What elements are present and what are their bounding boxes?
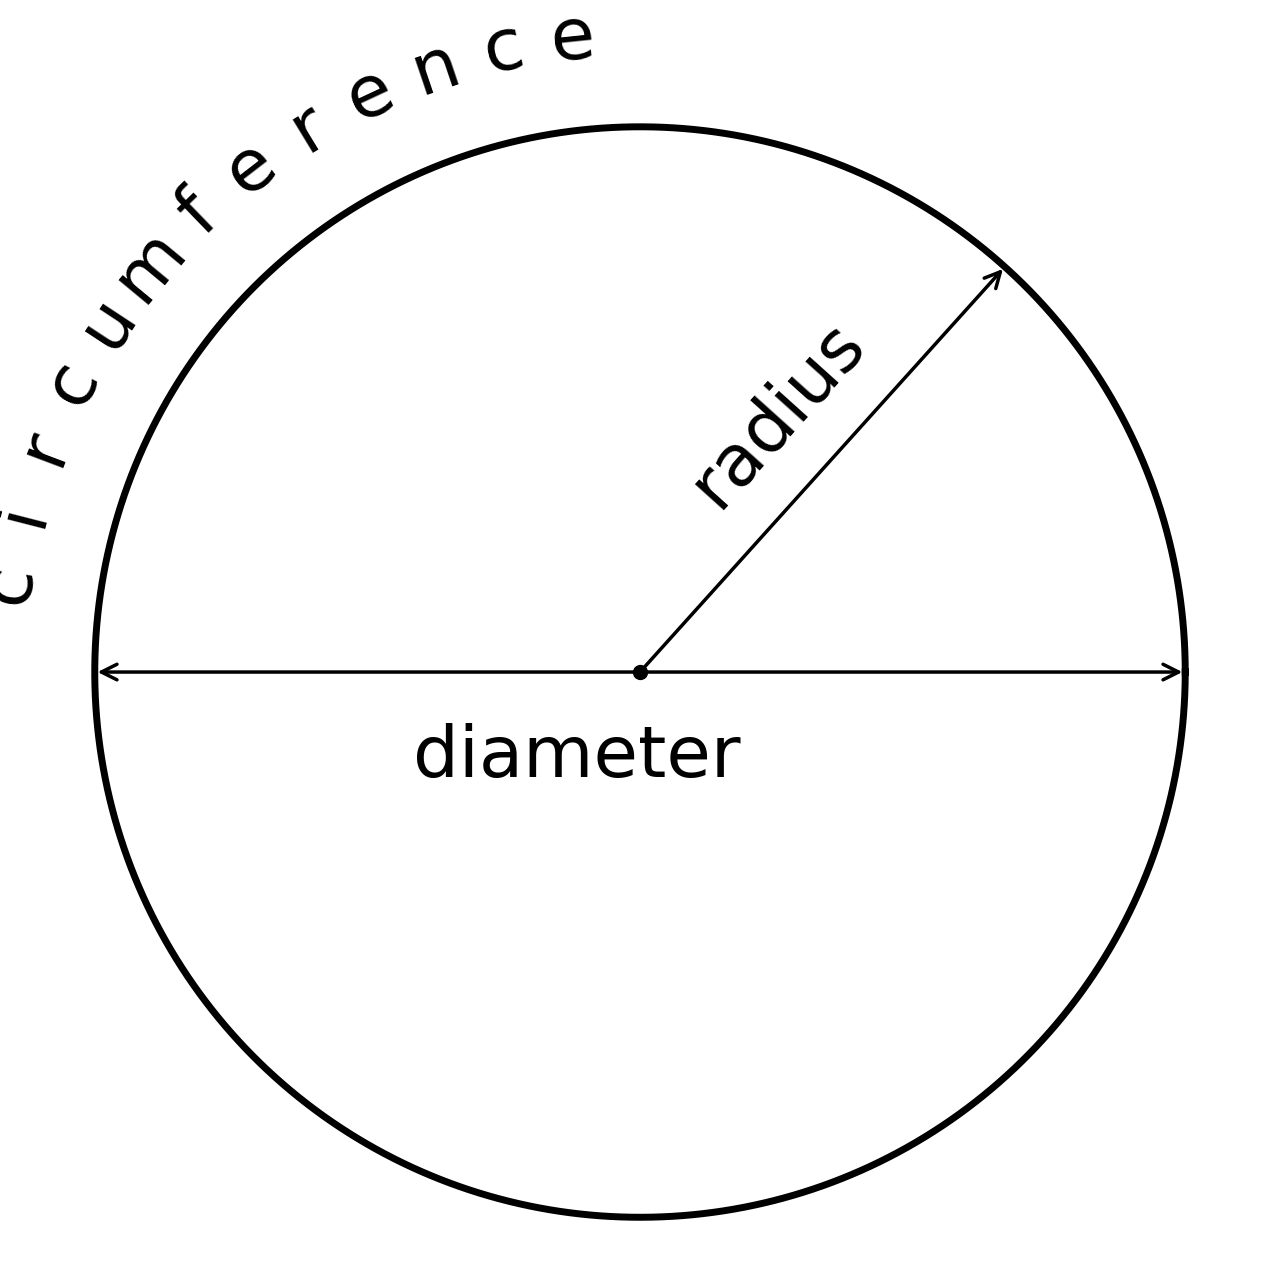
Text: e: e bbox=[337, 55, 406, 136]
Text: m: m bbox=[101, 217, 198, 314]
Text: radius: radius bbox=[677, 308, 878, 521]
Text: c: c bbox=[0, 559, 46, 607]
Text: i: i bbox=[0, 496, 59, 533]
Text: f: f bbox=[165, 180, 230, 247]
Text: n: n bbox=[403, 29, 468, 109]
Text: e: e bbox=[548, 3, 599, 76]
Text: diameter: diameter bbox=[412, 723, 740, 791]
Text: u: u bbox=[67, 284, 150, 360]
Text: r: r bbox=[278, 91, 339, 166]
Text: c: c bbox=[33, 350, 113, 416]
Text: e: e bbox=[212, 127, 289, 209]
Text: r: r bbox=[6, 421, 82, 473]
Text: c: c bbox=[477, 13, 531, 89]
